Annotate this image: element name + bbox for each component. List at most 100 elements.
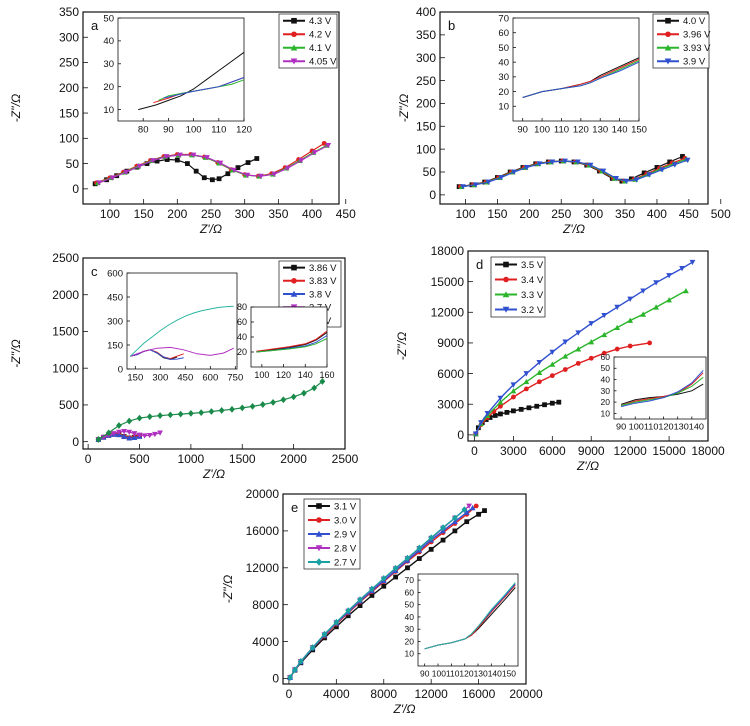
data-point <box>536 379 542 385</box>
main-xtick-label: 20000 <box>509 687 543 701</box>
main-xtick-label: 12000 <box>414 687 448 701</box>
legend-marker <box>290 290 298 297</box>
main-xtick-label: 450 <box>336 207 356 221</box>
data-point <box>497 395 504 401</box>
legend-marker <box>665 31 671 38</box>
data-point <box>549 361 556 367</box>
data-point <box>588 321 595 327</box>
data-point <box>96 180 103 186</box>
data-point <box>187 409 194 417</box>
data-point <box>357 596 363 604</box>
data-point <box>498 403 503 409</box>
main-ytick-label: 8000 <box>252 598 279 612</box>
data-point <box>683 287 689 294</box>
series-line <box>424 582 516 650</box>
main-ytick-label: 9000 <box>437 336 464 350</box>
inset-ytick-label: 40 <box>498 57 509 68</box>
inset-ytick-label: 600 <box>107 268 123 279</box>
data-point <box>244 172 251 179</box>
main-xtick-label: 250 <box>551 207 571 221</box>
data-point <box>110 431 117 437</box>
inset-xtick-label: 110 <box>554 125 569 136</box>
main-xtick-label: 350 <box>615 207 635 221</box>
series-line <box>620 370 704 408</box>
inset-xtick-label: 90 <box>163 125 174 136</box>
data-point <box>647 340 653 346</box>
series-1 <box>256 330 328 352</box>
main-xtick-label: 500 <box>129 452 149 466</box>
legend-marker <box>291 278 297 284</box>
inset-ytick-label: 10 <box>103 105 114 116</box>
data-point <box>428 546 434 552</box>
data-point <box>461 506 468 514</box>
legend-label: 3.3 V <box>521 290 544 301</box>
main-ytick-label: 4000 <box>252 635 279 649</box>
data-point <box>473 503 479 509</box>
data-point <box>392 564 399 572</box>
data-point <box>121 433 127 439</box>
data-point <box>511 394 516 400</box>
data-point <box>229 405 235 413</box>
legend-label: 3.5 V <box>521 260 544 271</box>
data-point <box>259 401 266 408</box>
data-point <box>575 360 581 366</box>
data-point <box>298 158 305 164</box>
main-ytick-label: 100 <box>59 132 79 146</box>
legend-marker <box>316 503 322 509</box>
data-point <box>208 408 215 415</box>
inset-ytick-label: 30 <box>103 59 114 70</box>
legend-box <box>652 13 710 69</box>
legend-marker <box>503 261 509 268</box>
inset-ytick-label: 20 <box>237 347 247 357</box>
series-line <box>256 330 328 352</box>
main-ytick-label: 200 <box>59 81 79 95</box>
panel-label: e <box>291 500 298 515</box>
inset-frame <box>417 573 519 667</box>
data-point <box>523 378 530 385</box>
data-point <box>164 157 170 162</box>
main-ytick-label: 150 <box>59 106 79 120</box>
legend-marker <box>315 530 323 537</box>
inset-ytick-label: 10 <box>498 102 509 113</box>
data-point <box>123 169 130 176</box>
inset-xtick-label: 110 <box>211 125 226 136</box>
inset-ytick-label: 40 <box>601 375 611 385</box>
inset-frame <box>126 272 238 370</box>
main-xtick-label: 100 <box>456 207 476 221</box>
main-ytick-label: 350 <box>59 5 79 19</box>
main-xtick-label: 500 <box>711 207 731 221</box>
data-point <box>150 158 156 164</box>
data-point <box>271 171 278 178</box>
inset-xtick-label: 130 <box>592 125 608 136</box>
data-point <box>209 177 215 183</box>
series-line <box>130 346 234 357</box>
main-xtick-label: 450 <box>679 207 699 221</box>
data-point <box>311 384 318 392</box>
data-point <box>469 504 476 511</box>
data-point <box>217 160 224 166</box>
legend-marker <box>290 44 298 51</box>
data-point <box>623 178 630 185</box>
data-point <box>498 411 503 417</box>
legend-label: 4.1 V <box>309 43 332 54</box>
series-4 <box>129 305 234 357</box>
data-point <box>562 158 568 164</box>
main-ytick-label: 300 <box>59 30 79 44</box>
series-3 <box>620 370 704 408</box>
legend-label: 3.9 V <box>683 57 706 68</box>
data-point <box>239 404 246 412</box>
data-point <box>497 399 504 405</box>
series-4-05-V <box>96 142 332 186</box>
data-point <box>504 409 510 415</box>
main-xtick-label: 200 <box>167 207 187 221</box>
main-xtick-label: 150 <box>487 207 507 221</box>
panel-a: 100 150 200 250 300 350 400 450 0 50 100 150 200 250 3… <box>9 5 356 236</box>
main-xtick-label: 1000 <box>178 452 205 466</box>
series-line <box>522 61 640 98</box>
panel-c: 0 500 1000 1500 2000 250005001000150020002500… <box>9 251 359 481</box>
main-xtick-label: 350 <box>268 207 288 221</box>
data-point <box>653 280 660 286</box>
main-ytick-label: 0 <box>457 428 464 442</box>
data-point <box>562 339 569 345</box>
